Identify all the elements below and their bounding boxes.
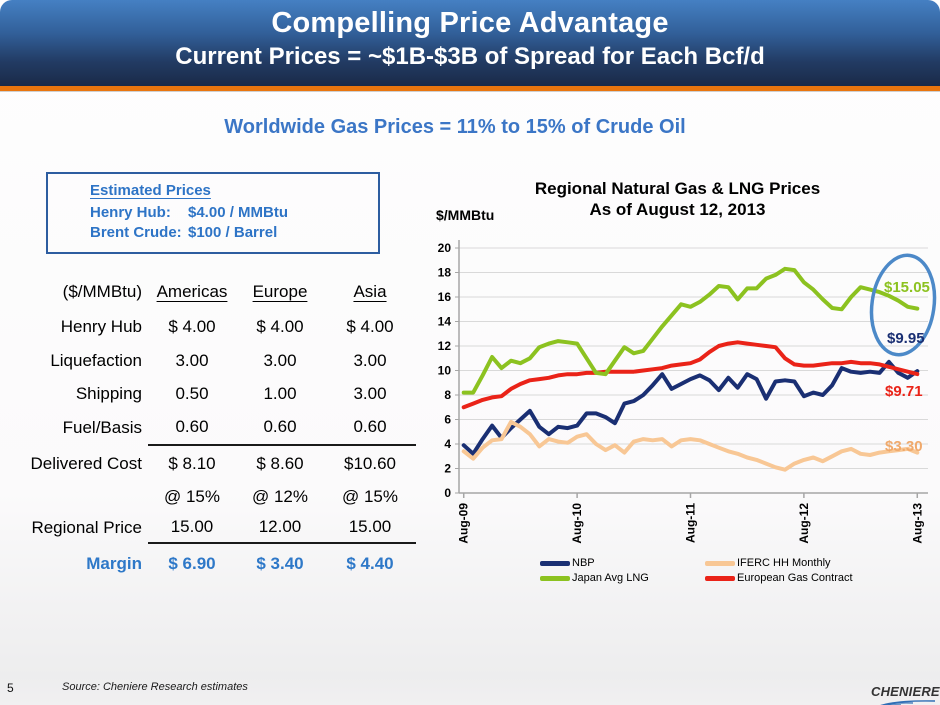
- table-cell: $ 4.00: [168, 317, 216, 336]
- table-cell: 0.60: [236, 410, 324, 446]
- estimated-prices-box: Estimated Prices Henry Hub: $4.00 / MMBt…: [46, 172, 380, 254]
- series-line-nbp: [461, 359, 920, 456]
- table-cell: 3.00: [175, 351, 209, 370]
- row-label-delivered-cost: Delivered Cost: [30, 454, 143, 473]
- row-label-henry-hub: Henry Hub: [60, 317, 142, 336]
- table-cell-margin: $ 4.40: [346, 554, 394, 573]
- end-label-european-gas-contract: $9.71: [885, 383, 923, 400]
- table-cell: $ 8.10: [168, 454, 216, 473]
- table-cell-margin: $ 3.40: [256, 554, 304, 573]
- cost-table: ($/MMBtu) Americas Europe Asia Henry Hub…: [26, 274, 416, 584]
- brent-crude-value: $100 / Barrel: [188, 224, 278, 241]
- table-cell: 3.00: [353, 384, 387, 403]
- row-label-shipping: Shipping: [75, 384, 142, 403]
- estimated-prices-title: Estimated Prices: [90, 182, 211, 199]
- svg-text:Aug-13: Aug-13: [910, 503, 924, 544]
- series-line-iferc-hh-monthly: [461, 419, 920, 472]
- series-line-european-gas-contract: [461, 340, 920, 410]
- table-cell: 0.50: [175, 384, 209, 403]
- table-cell-percent: @ 12%: [251, 487, 308, 506]
- svg-text:12: 12: [438, 339, 452, 353]
- svg-text:10: 10: [438, 364, 452, 378]
- svg-text:4: 4: [444, 437, 451, 451]
- table-cell: $ 4.00: [346, 317, 394, 336]
- series-line-japan-avg-lng: [461, 266, 920, 395]
- cheniere-logo: CHENIERE: [871, 683, 940, 705]
- svg-text:Aug-11: Aug-11: [684, 503, 698, 543]
- end-label-iferc-hh-monthly: $3.30: [885, 438, 923, 455]
- japan-lng-line-swatch: [540, 575, 570, 581]
- chart-title-line2: As of August 12, 2013: [589, 200, 766, 219]
- european-gas-line-swatch: [705, 575, 735, 581]
- table-cell: 0.60: [148, 410, 236, 446]
- svg-text:16: 16: [438, 290, 452, 304]
- price-chart: 0 2 4 6 8 10 12 14 16 18 20 Aug-09 Aug-10 Aug-11 Aug-1…: [438, 240, 937, 544]
- henry-hub-value: $4.00 / MMBtu: [188, 204, 289, 221]
- svg-text:6: 6: [444, 413, 451, 427]
- highlight-ellipse: [869, 253, 937, 357]
- legend-item-nbp: NBP: [540, 557, 705, 569]
- svg-text:2: 2: [444, 462, 451, 476]
- svg-text:Aug-12: Aug-12: [797, 503, 811, 544]
- chart-title: Regional Natural Gas & LNG Prices As of …: [445, 178, 910, 220]
- table-cell: $10.60: [344, 454, 396, 473]
- table-cell: 12.00: [236, 512, 324, 544]
- svg-text:14: 14: [438, 315, 452, 329]
- table-cell-percent: @ 15%: [341, 487, 398, 506]
- table-cell-margin: $ 6.90: [168, 554, 216, 573]
- nbp-line-swatch: [540, 560, 570, 566]
- legend-item-iferc: IFERC HH Monthly: [705, 557, 940, 569]
- end-label-nbp: $9.95: [887, 330, 925, 347]
- column-header-asia: Asia: [353, 282, 387, 301]
- page-number: 5: [7, 681, 14, 695]
- source-note: Source: Cheniere Research estimates: [62, 681, 248, 693]
- end-label-japan-avg-lng: $15.05: [884, 279, 930, 296]
- row-label-regional-price: Regional Price: [31, 518, 142, 537]
- table-cell: 1.00: [263, 384, 297, 403]
- henry-hub-label: Henry Hub:: [90, 204, 171, 221]
- slide-header: Compelling Price Advantage Current Price…: [0, 0, 940, 91]
- row-label-fuel-basis: Fuel/Basis: [62, 418, 142, 437]
- column-header-europe: Europe: [252, 282, 308, 301]
- brent-crude-label: Brent Crude:: [90, 224, 182, 241]
- table-unit-label: ($/MMBtu): [62, 282, 142, 301]
- svg-text:20: 20: [438, 241, 452, 255]
- svg-text:0: 0: [444, 486, 451, 500]
- table-cell-percent: @ 15%: [163, 487, 220, 506]
- legend-item-japan-lng: Japan Avg LNG: [540, 572, 705, 584]
- row-label-empty: [26, 482, 148, 512]
- table-cell: 15.00: [148, 512, 236, 544]
- table-cell: 15.00: [324, 512, 416, 544]
- iferc-line-swatch: [705, 560, 735, 566]
- svg-text:Aug-10: Aug-10: [570, 503, 584, 544]
- estimated-price-row: Henry Hub: $4.00 / MMBtu: [90, 204, 378, 221]
- svg-text:Aug-09: Aug-09: [457, 503, 471, 544]
- table-cell: $ 4.00: [256, 317, 304, 336]
- table-cell: 0.60: [324, 410, 416, 446]
- row-label-margin: Margin: [86, 554, 142, 573]
- slide-subtitle: Current Prices = ~$1B-$3B of Spread for …: [175, 43, 765, 70]
- table-cell: $ 8.60: [256, 454, 304, 473]
- cheniere-logo-waves: [880, 700, 936, 705]
- chart-legend: NBP IFERC HH Monthly Japan Avg LNG Europ…: [540, 557, 940, 584]
- table-cell: 3.00: [353, 351, 387, 370]
- cheniere-logo-text: CHENIERE: [871, 684, 940, 699]
- table-cell: 3.00: [263, 351, 297, 370]
- row-label-liquefaction: Liquefaction: [50, 351, 142, 370]
- section-heading: Worldwide Gas Prices = 11% to 15% of Cru…: [224, 116, 686, 138]
- estimated-price-row: Brent Crude: $100 / Barrel: [90, 224, 378, 241]
- svg-text:18: 18: [438, 266, 452, 280]
- column-header-americas: Americas: [156, 282, 228, 301]
- slide-title: Compelling Price Advantage: [271, 7, 669, 39]
- y-axis-label: $/MMBtu: [436, 207, 495, 223]
- legend-item-european-gas: European Gas Contract: [705, 572, 940, 584]
- svg-text:8: 8: [444, 388, 451, 402]
- chart-title-line1: Regional Natural Gas & LNG Prices: [534, 179, 821, 198]
